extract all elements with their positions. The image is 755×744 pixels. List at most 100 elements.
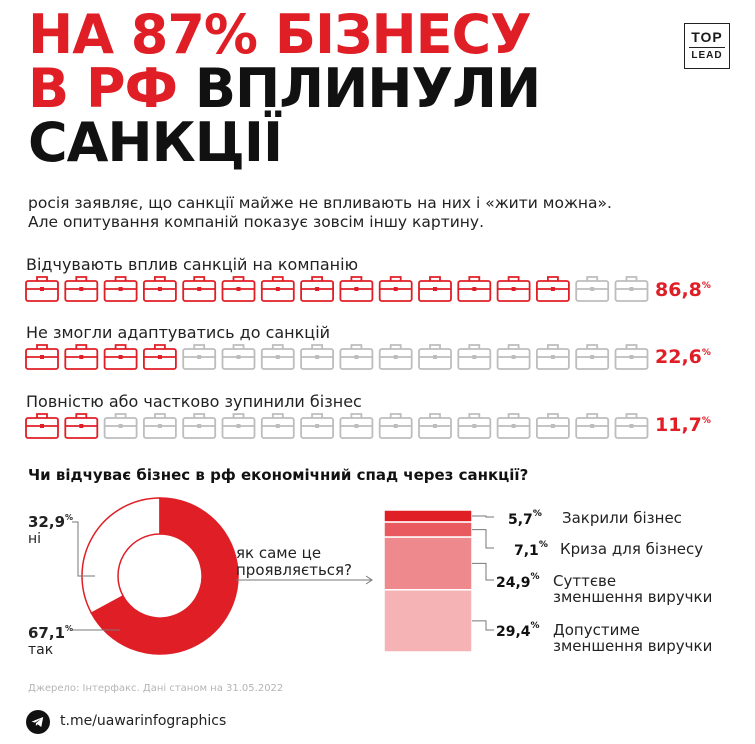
pictograph-value-number: 22,6 xyxy=(655,346,702,368)
donut-yes-unit: % xyxy=(65,624,74,633)
intro-line-2: Але опитування компаній показує зовсім і… xyxy=(28,213,485,231)
briefcase-icon xyxy=(25,276,59,302)
briefcase-icon xyxy=(339,344,374,370)
segment-value-unit: % xyxy=(532,509,542,519)
briefcase-icon xyxy=(614,413,649,439)
briefcase-row-0 xyxy=(25,276,649,302)
pictograph-value-unit: % xyxy=(701,416,711,426)
briefcase-icon xyxy=(143,413,177,439)
briefcase-icon xyxy=(260,413,295,439)
stack-leader-line xyxy=(472,562,494,581)
pictograph-value-unit: % xyxy=(701,281,711,291)
briefcase-icon xyxy=(575,413,610,439)
briefcase-icon xyxy=(300,344,335,370)
segment-value-number: 5,7 xyxy=(508,512,533,528)
briefcase-icon xyxy=(182,413,217,439)
title-line-3: САНКЦІЇ xyxy=(28,111,283,174)
briefcase-icon xyxy=(182,276,217,302)
segment-value: 29,4% xyxy=(496,621,540,640)
briefcase-icon xyxy=(25,413,59,439)
title-line-1: НА 87% БІЗНЕСУ xyxy=(28,3,532,66)
segment-value: 7,1% xyxy=(514,540,548,559)
briefcase-icon xyxy=(457,413,492,439)
intro-text: росія заявляє, що санкції майже не вплив… xyxy=(28,194,612,232)
pictograph-row-value: 22,6% xyxy=(655,346,711,368)
stack-question: як саме це проявляється? xyxy=(236,544,353,579)
briefcase-icon xyxy=(339,413,374,439)
briefcase-icon xyxy=(300,276,335,302)
briefcase-icon xyxy=(339,276,374,302)
briefcase-icon xyxy=(536,344,570,370)
pictograph-row-label: Повністю або частково зупинили бізнес xyxy=(26,392,362,411)
pictograph-row-label: Не змогли адаптуватись до санкцій xyxy=(26,323,331,342)
donut-slice-no xyxy=(81,497,161,615)
briefcase-icon xyxy=(496,413,531,439)
segment-value-number: 24,9 xyxy=(496,575,531,591)
segment-label-line: зменшення виручки xyxy=(553,588,713,606)
briefcase-icon xyxy=(260,344,295,370)
donut-yes-value: 67,1 xyxy=(28,624,66,642)
donut-no-unit: % xyxy=(65,513,74,522)
briefcase-icon xyxy=(221,276,256,302)
pictograph-value-number: 86,8 xyxy=(655,279,702,301)
arrow-head xyxy=(365,575,373,585)
segment-label-line: зменшення виручки xyxy=(553,637,713,655)
briefcase-icon xyxy=(103,276,138,302)
briefcase-icon xyxy=(575,344,610,370)
page-title: НА 87% БІЗНЕСУ В РФ ВПЛИНУЛИ САНКЦІЇ xyxy=(28,3,541,174)
pictograph-row-value: 86,8% xyxy=(655,279,711,301)
pictograph-row-value: 11,7% xyxy=(655,414,711,436)
briefcase-icon xyxy=(418,276,452,302)
donut-yes-text: так xyxy=(28,642,54,658)
top-lead-logo: TOP LEAD xyxy=(684,23,730,69)
briefcase-icon xyxy=(575,276,610,302)
briefcase-icon xyxy=(378,413,413,439)
stack-leader-line xyxy=(472,515,494,518)
segment-label-line: Допустиме xyxy=(553,621,640,639)
donut-label-no: 32,9% ні xyxy=(28,510,73,547)
stack-segment xyxy=(383,536,473,591)
donut-connector-no xyxy=(72,521,95,577)
segment-value-number: 29,4 xyxy=(496,624,531,640)
logo-top-text: TOP xyxy=(691,29,723,45)
briefcase-icon xyxy=(25,344,59,370)
pictograph-row-label: Відчувають вплив санкцій на компанію xyxy=(26,255,359,274)
briefcase-icon xyxy=(418,413,452,439)
pictograph-value-number: 11,7 xyxy=(655,414,702,436)
segment-label: Суттєве зменшення виручки xyxy=(553,573,712,605)
briefcase-icon xyxy=(536,413,570,439)
segment-value-unit: % xyxy=(538,540,548,550)
stack-leader-line xyxy=(472,620,494,631)
briefcase-icon xyxy=(64,413,99,439)
briefcase-icon xyxy=(221,344,256,370)
telegram-icon xyxy=(26,710,50,734)
segment-label-line: Суттєве xyxy=(553,572,617,590)
segment-value: 24,9% xyxy=(496,572,540,591)
briefcase-icon xyxy=(64,344,99,370)
segment-value-unit: % xyxy=(530,621,540,631)
briefcase-icon xyxy=(418,344,452,370)
donut-no-value: 32,9 xyxy=(28,513,66,531)
segment-value-unit: % xyxy=(530,572,540,582)
telegram-link[interactable]: t.me/uawarinfographics xyxy=(60,713,227,729)
briefcase-icon xyxy=(64,276,99,302)
segment-value-number: 7,1 xyxy=(514,543,539,559)
briefcase-icon xyxy=(260,276,295,302)
briefcase-icon xyxy=(103,344,138,370)
briefcase-icon xyxy=(103,413,138,439)
briefcase-icon xyxy=(496,344,531,370)
briefcase-row-1 xyxy=(25,344,649,370)
title-line-2-black: ВПЛИНУЛИ xyxy=(177,57,541,120)
segment-label: Допустиме зменшення виручки xyxy=(553,622,712,654)
donut-slice-yes xyxy=(90,497,239,655)
donut-label-yes: 67,1% так xyxy=(28,621,73,658)
pictograph-value-unit: % xyxy=(701,348,711,358)
briefcase-icon xyxy=(457,344,492,370)
segment-value: 5,7% xyxy=(508,509,542,528)
stack-segment xyxy=(383,521,473,538)
briefcase-icon xyxy=(614,344,649,370)
briefcase-icon xyxy=(496,276,531,302)
briefcase-icon xyxy=(614,276,649,302)
briefcase-icon xyxy=(182,344,217,370)
donut-question: Чи відчуває бізнес в рф економічний спад… xyxy=(28,466,529,484)
